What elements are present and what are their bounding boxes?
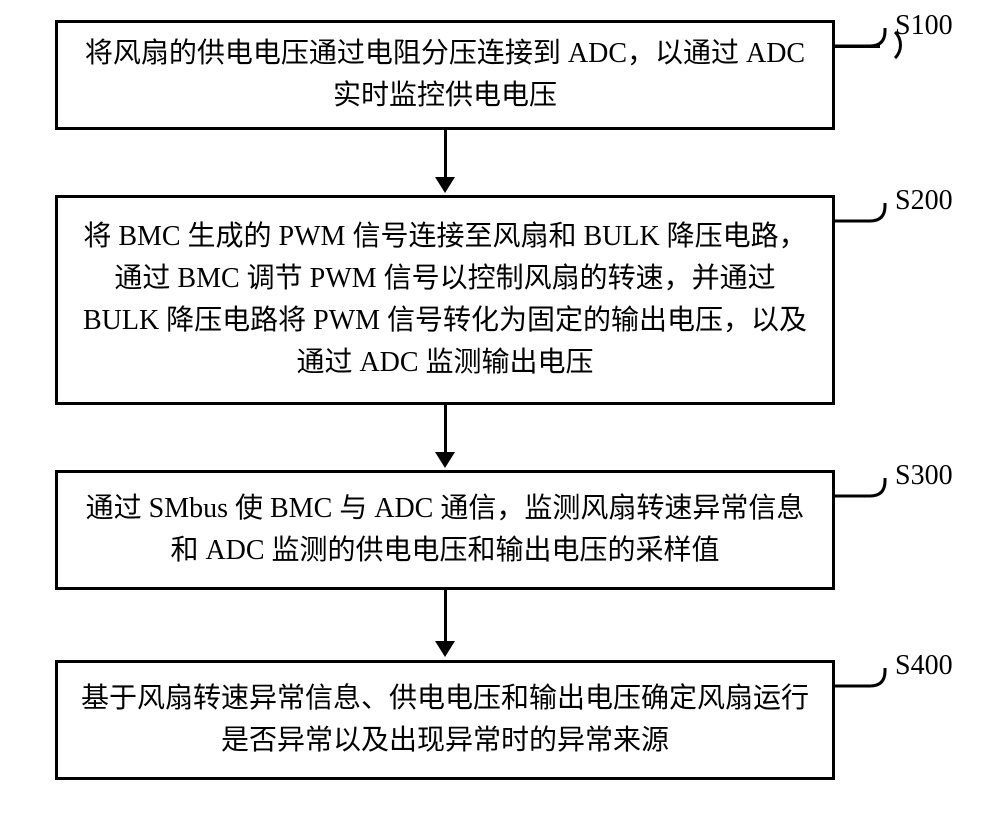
step-text-s200: 将 BMC 生成的 PWM 信号连接至风扇和 BULK 降压电路，通过 BMC … bbox=[78, 216, 812, 384]
connector-s400 bbox=[835, 668, 895, 698]
step-box-s100: 将风扇的供电电压通过电阻分压连接到 ADC，以通过 ADC 实时监控供电电压 bbox=[55, 20, 835, 130]
step-text-s400: 基于风扇转速异常信息、供电电压和输出电压确定风扇运行是否异常以及出现异常时的异常… bbox=[78, 678, 812, 762]
step-box-s400: 基于风扇转速异常信息、供电电压和输出电压确定风扇运行是否异常以及出现异常时的异常… bbox=[55, 660, 835, 780]
step-label-s100: S100 bbox=[895, 10, 953, 42]
flowchart-container: 将风扇的供电电压通过电阻分压连接到 ADC，以通过 ADC 实时监控供电电压 S… bbox=[0, 0, 1000, 822]
step-label-s300: S300 bbox=[895, 460, 953, 492]
connector-s300 bbox=[835, 478, 895, 508]
step-label-s200: S200 bbox=[895, 185, 953, 217]
connector-s200 bbox=[835, 203, 895, 233]
step-label-s400: S400 bbox=[895, 650, 953, 682]
connector-s100 bbox=[835, 28, 895, 58]
step-text-s300: 通过 SMbus 使 BMC 与 ADC 通信，监测风扇转速异常信息和 ADC … bbox=[78, 488, 812, 572]
step-box-s300: 通过 SMbus 使 BMC 与 ADC 通信，监测风扇转速异常信息和 ADC … bbox=[55, 470, 835, 590]
step-text-s100: 将风扇的供电电压通过电阻分压连接到 ADC，以通过 ADC 实时监控供电电压 bbox=[78, 33, 812, 117]
arrow-3 bbox=[435, 590, 455, 657]
arrow-2 bbox=[435, 405, 455, 468]
step-box-s200: 将 BMC 生成的 PWM 信号连接至风扇和 BULK 降压电路，通过 BMC … bbox=[55, 195, 835, 405]
arrow-1 bbox=[435, 130, 455, 193]
